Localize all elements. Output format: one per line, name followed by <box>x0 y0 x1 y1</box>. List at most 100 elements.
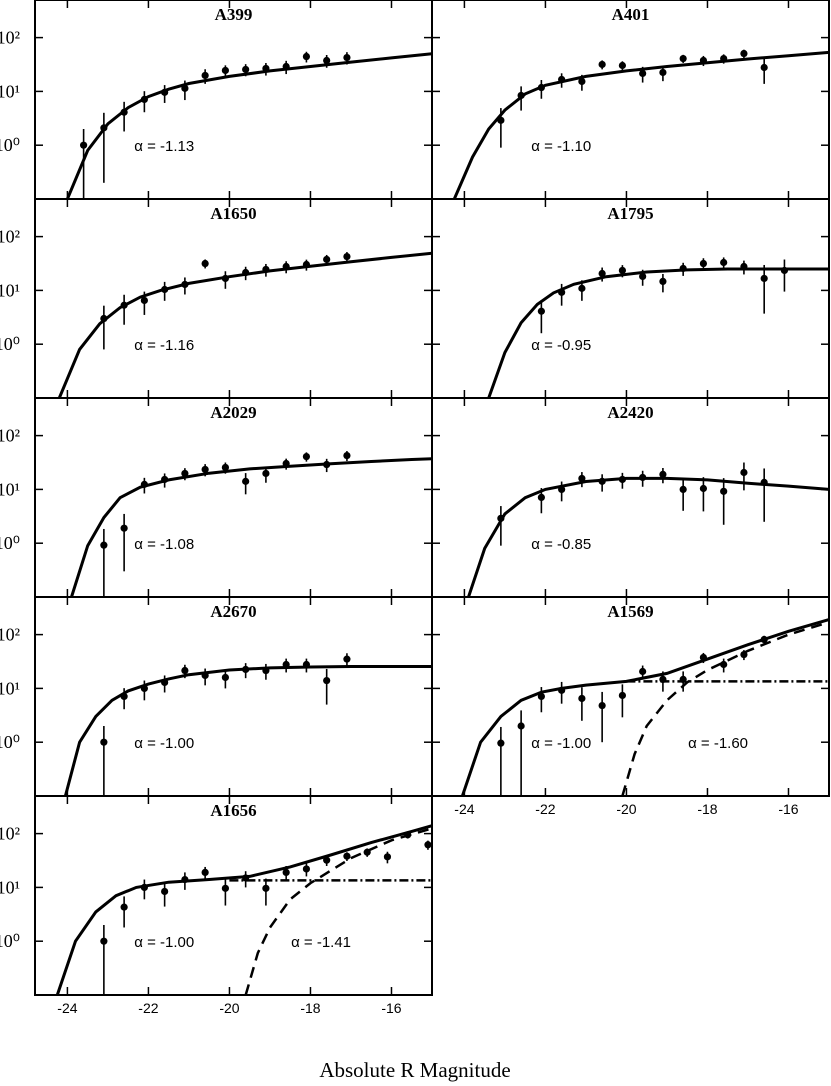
data-point <box>140 883 148 892</box>
data-point <box>201 671 209 680</box>
alpha-annotation: α = -1.10 <box>531 138 591 155</box>
data-point <box>120 301 128 309</box>
data-point <box>323 460 331 469</box>
data-point <box>302 260 311 269</box>
data-point <box>558 686 566 694</box>
data-point <box>323 676 331 685</box>
data-point <box>740 49 748 58</box>
data-point <box>161 475 169 484</box>
data-point <box>720 258 728 267</box>
data-point <box>100 124 108 132</box>
x-tick-label: -18 <box>300 1000 320 1016</box>
fit-line <box>70 457 432 597</box>
fit-line <box>467 476 829 597</box>
data-point <box>302 865 311 873</box>
alpha-annotation: α = -0.85 <box>531 536 591 553</box>
y-tick-label: 10⁰ <box>0 931 20 951</box>
data-point <box>497 514 505 522</box>
data-point <box>618 691 626 700</box>
alpha-annotation: α = -1.13 <box>134 138 194 155</box>
y-tick-label: 10² <box>0 625 20 645</box>
data-point <box>578 77 586 86</box>
data-point <box>740 262 748 271</box>
alpha-annotation: α = -1.00 <box>134 934 194 951</box>
x-tick-label: -20 <box>616 801 636 817</box>
plot-area <box>63 653 432 796</box>
data-point <box>221 884 229 892</box>
data-point <box>537 493 545 502</box>
data-point <box>639 272 647 281</box>
data-point <box>537 83 545 92</box>
data-point <box>699 56 708 65</box>
data-point <box>100 314 108 323</box>
y-tick-label: 10² <box>0 28 20 48</box>
data-point <box>120 524 128 532</box>
data-point <box>201 259 209 268</box>
data-point <box>740 468 748 477</box>
panel-title: A2029 <box>210 403 256 422</box>
data-point <box>699 259 708 268</box>
data-point <box>659 675 667 684</box>
data-point <box>558 75 566 84</box>
alpha-annotation: α = -1.60 <box>688 735 748 752</box>
panel: 10⁰ 10¹ 10² A2670 α = -1.00 <box>0 596 433 797</box>
fit-line <box>460 618 829 796</box>
plot-area <box>467 462 829 597</box>
data-point <box>140 684 148 693</box>
data-point <box>760 478 768 486</box>
x-tick-label: -22 <box>138 1000 158 1016</box>
data-point <box>100 937 108 945</box>
fit-line <box>452 50 829 199</box>
panel: A401 α = -1.10 <box>431 0 830 200</box>
y-tick-label: 10¹ <box>0 81 20 101</box>
data-point <box>760 635 768 644</box>
data-point <box>201 465 209 474</box>
data-point <box>343 852 351 860</box>
fit-line <box>55 824 432 995</box>
data-point <box>221 66 229 75</box>
data-point <box>282 62 290 71</box>
y-tick-label: 10⁰ <box>0 533 20 553</box>
x-tick-label: -24 <box>454 801 474 817</box>
data-point <box>679 54 687 63</box>
data-point <box>618 266 626 275</box>
fit-line <box>621 621 829 796</box>
data-point <box>760 63 768 72</box>
data-point <box>302 452 311 461</box>
data-point <box>201 71 209 80</box>
data-point <box>578 694 586 703</box>
data-point <box>720 660 728 669</box>
panel-title: A1656 <box>210 801 256 820</box>
data-point <box>679 485 687 494</box>
panel-title: A401 <box>612 5 650 24</box>
data-point <box>120 903 128 911</box>
data-point <box>140 296 148 305</box>
data-point <box>161 88 169 96</box>
x-tick-label: -18 <box>697 801 717 817</box>
data-point <box>598 269 606 278</box>
data-point <box>343 655 351 663</box>
alpha-annotation: α = -1.08 <box>134 536 194 553</box>
y-tick-label: 10¹ <box>0 479 20 499</box>
data-point <box>282 660 290 669</box>
panel-frame <box>34 397 433 598</box>
data-point <box>659 277 667 286</box>
data-point <box>100 541 108 549</box>
y-tick-label: 10² <box>0 824 20 844</box>
panel-frame <box>431 0 830 200</box>
y-tick-label: 10¹ <box>0 280 20 300</box>
alpha-annotation: α = -0.95 <box>531 337 591 354</box>
data-point <box>578 284 586 292</box>
data-point <box>282 262 290 271</box>
data-point <box>497 739 505 747</box>
y-tick-label: 10¹ <box>0 877 20 897</box>
data-point <box>760 274 768 283</box>
data-point <box>323 255 331 264</box>
data-point <box>242 874 250 882</box>
data-point <box>262 469 270 478</box>
data-point <box>558 288 566 296</box>
data-point <box>242 268 250 277</box>
data-point <box>404 831 412 839</box>
alpha-annotation: α = -1.00 <box>531 735 591 752</box>
